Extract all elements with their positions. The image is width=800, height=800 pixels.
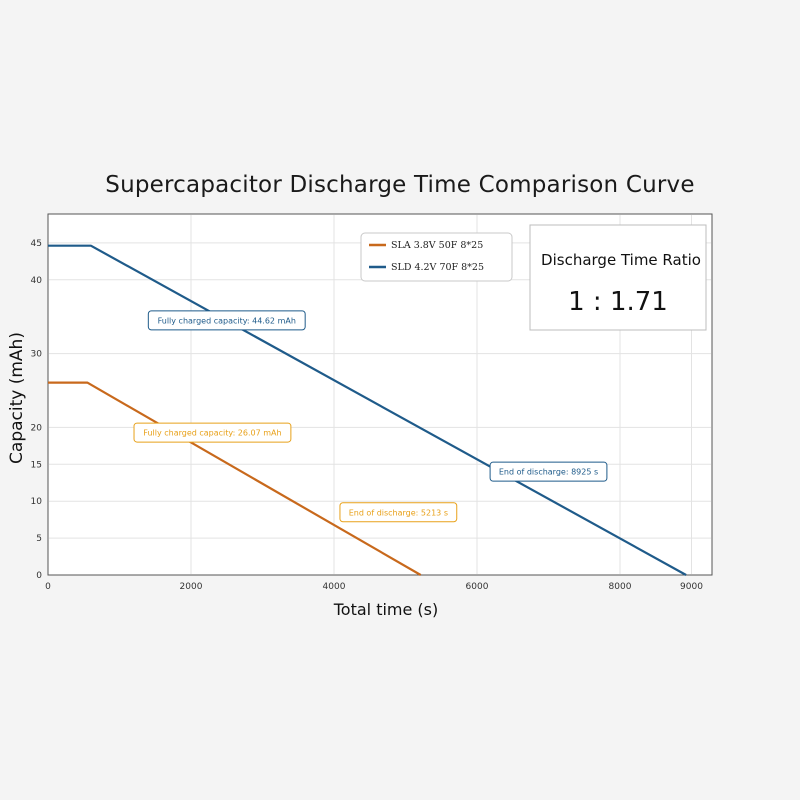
x-axis-label: Total time (s) [333, 600, 439, 619]
x-tick-label-2: 4000 [323, 582, 346, 592]
series-line-sla [48, 381, 422, 576]
y-tick-label-7: 45 [31, 239, 42, 249]
ratio-box-frame [529, 224, 707, 331]
annotation-box-3 [489, 461, 608, 482]
annotation-1: Fully charged capacity: 26.07 mAh [133, 422, 292, 443]
annotation-text-0: Fully charged capacity: 44.62 mAh [158, 316, 296, 325]
ratio-box-value: 1 : 1.71 [568, 287, 668, 317]
x-tick-label-4: 8000 [609, 582, 632, 592]
annotations: Fully charged capacity: 44.62 mAh Fully c… [133, 310, 608, 523]
legend-label-sla: SLA 3.8V 50F 8*25 [391, 240, 483, 251]
annotation-text-3: End of discharge: 8925 s [499, 468, 598, 477]
annotation-box-1 [133, 422, 292, 443]
series-lines [48, 244, 687, 576]
tick-labels: 0 2000 4000 6000 8000 9000 0 5 10 15 20 30 40 45 [31, 239, 704, 592]
y-tick-label-0: 0 [36, 571, 42, 581]
y-tick-label-5: 30 [31, 350, 43, 360]
annotation-text-2: End of discharge: 5213 s [349, 508, 448, 517]
y-tick-label-4: 20 [31, 423, 43, 433]
annotation-3: End of discharge: 8925 s [489, 461, 608, 482]
y-axis-label: Capacity (mAh) [7, 332, 27, 464]
annotation-box-0 [147, 310, 306, 331]
x-tick-label-3: 6000 [466, 582, 489, 592]
legend-box [360, 232, 513, 282]
ratio-box-title: Discharge Time Ratio [541, 251, 701, 269]
legend: SLA 3.8V 50F 8*25 SLD 4.2V 70F 8*25 [360, 232, 513, 282]
x-tick-label-1: 2000 [180, 582, 203, 592]
annotation-0: Fully charged capacity: 44.62 mAh [147, 310, 306, 331]
y-tick-label-1: 5 [36, 534, 42, 544]
y-tick-label-2: 10 [31, 497, 43, 507]
chart-title: Supercapacitor Discharge Time Comparison… [105, 172, 695, 198]
ratio-box: Discharge Time Ratio 1 : 1.71 [529, 224, 707, 331]
annotation-text-1: Fully charged capacity: 26.07 mAh [143, 429, 281, 438]
legend-label-sld: SLD 4.2V 70F 8*25 [391, 262, 484, 273]
y-tick-label-3: 15 [31, 460, 42, 470]
annotation-box-2 [339, 502, 458, 523]
series-line-sld [48, 244, 687, 576]
y-tick-label-6: 40 [31, 276, 43, 286]
x-tick-label-0: 0 [45, 582, 51, 592]
annotation-2: End of discharge: 5213 s [339, 502, 458, 523]
x-tick-label-5: 9000 [680, 582, 703, 592]
